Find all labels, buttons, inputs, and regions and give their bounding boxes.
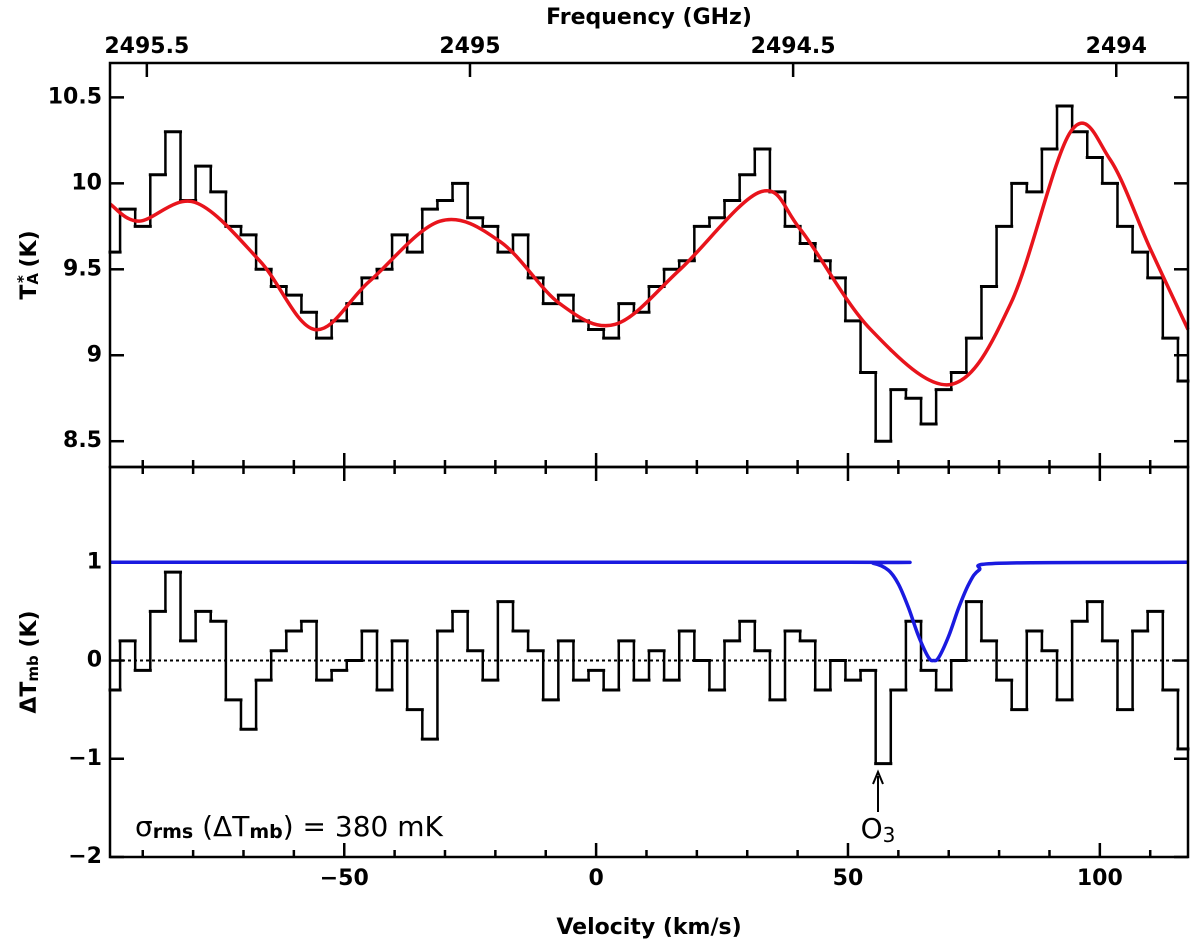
annotation: σrms (ΔTmb) = 380 mK [135,810,444,843]
y-axis-label-part: (K) [17,230,42,275]
line-label-part: O [861,812,883,845]
x-tick-label: 0 [588,866,603,891]
y-axis-label: TA* (K) [14,230,43,299]
line-label: O3 [861,812,896,847]
x2-tick-label: 2495.5 [104,34,189,59]
x2-tick-label: 2494.5 [751,34,836,59]
y-axis-label-part: A [24,273,42,285]
plot-frame [108,465,1190,859]
annotation-part: σ [135,810,153,843]
x2-axis-label: Frequency (GHz) [546,5,752,30]
y-tick-label: 0 [87,648,102,673]
y-tick-label: 9 [87,342,102,367]
y-axis-label-part: T [17,285,42,300]
y-axis-label: ΔTmb (K) [17,610,42,713]
y-tick-label: 9.5 [63,256,102,281]
annotation-part: ) = 380 mK [283,810,444,843]
y-tick-label: 8.5 [63,428,102,453]
x2-tick-label: 2495 [439,34,500,59]
y-axis-label-part: * [14,275,32,283]
y-tick-label: −1 [68,746,102,771]
annotation-part: (ΔT [193,810,250,843]
y-axis-label-part: mb [24,655,42,682]
fit-curve [109,560,1189,663]
x-tick-label: 50 [833,866,864,891]
y-tick-label: −2 [68,844,102,869]
annotation-part: mb [249,821,282,843]
fit-curve [108,121,1190,387]
x2-tick-label: 2494 [1086,34,1147,59]
line-label-part: 3 [883,823,896,847]
y-axis-label-part: (K) [17,610,42,655]
y-axis-label-part: ΔT [17,682,42,714]
x-axis-label: Velocity (km/s) [556,915,741,940]
y-tick-label: 1 [87,549,102,574]
x-tick-label: −50 [320,866,369,891]
y-tick-label: 10 [71,170,102,195]
y-tick-label: 10.5 [48,84,102,109]
annotation-part: rms [153,821,193,843]
arrow-head [872,769,884,785]
x-tick-label: 100 [1077,866,1123,891]
